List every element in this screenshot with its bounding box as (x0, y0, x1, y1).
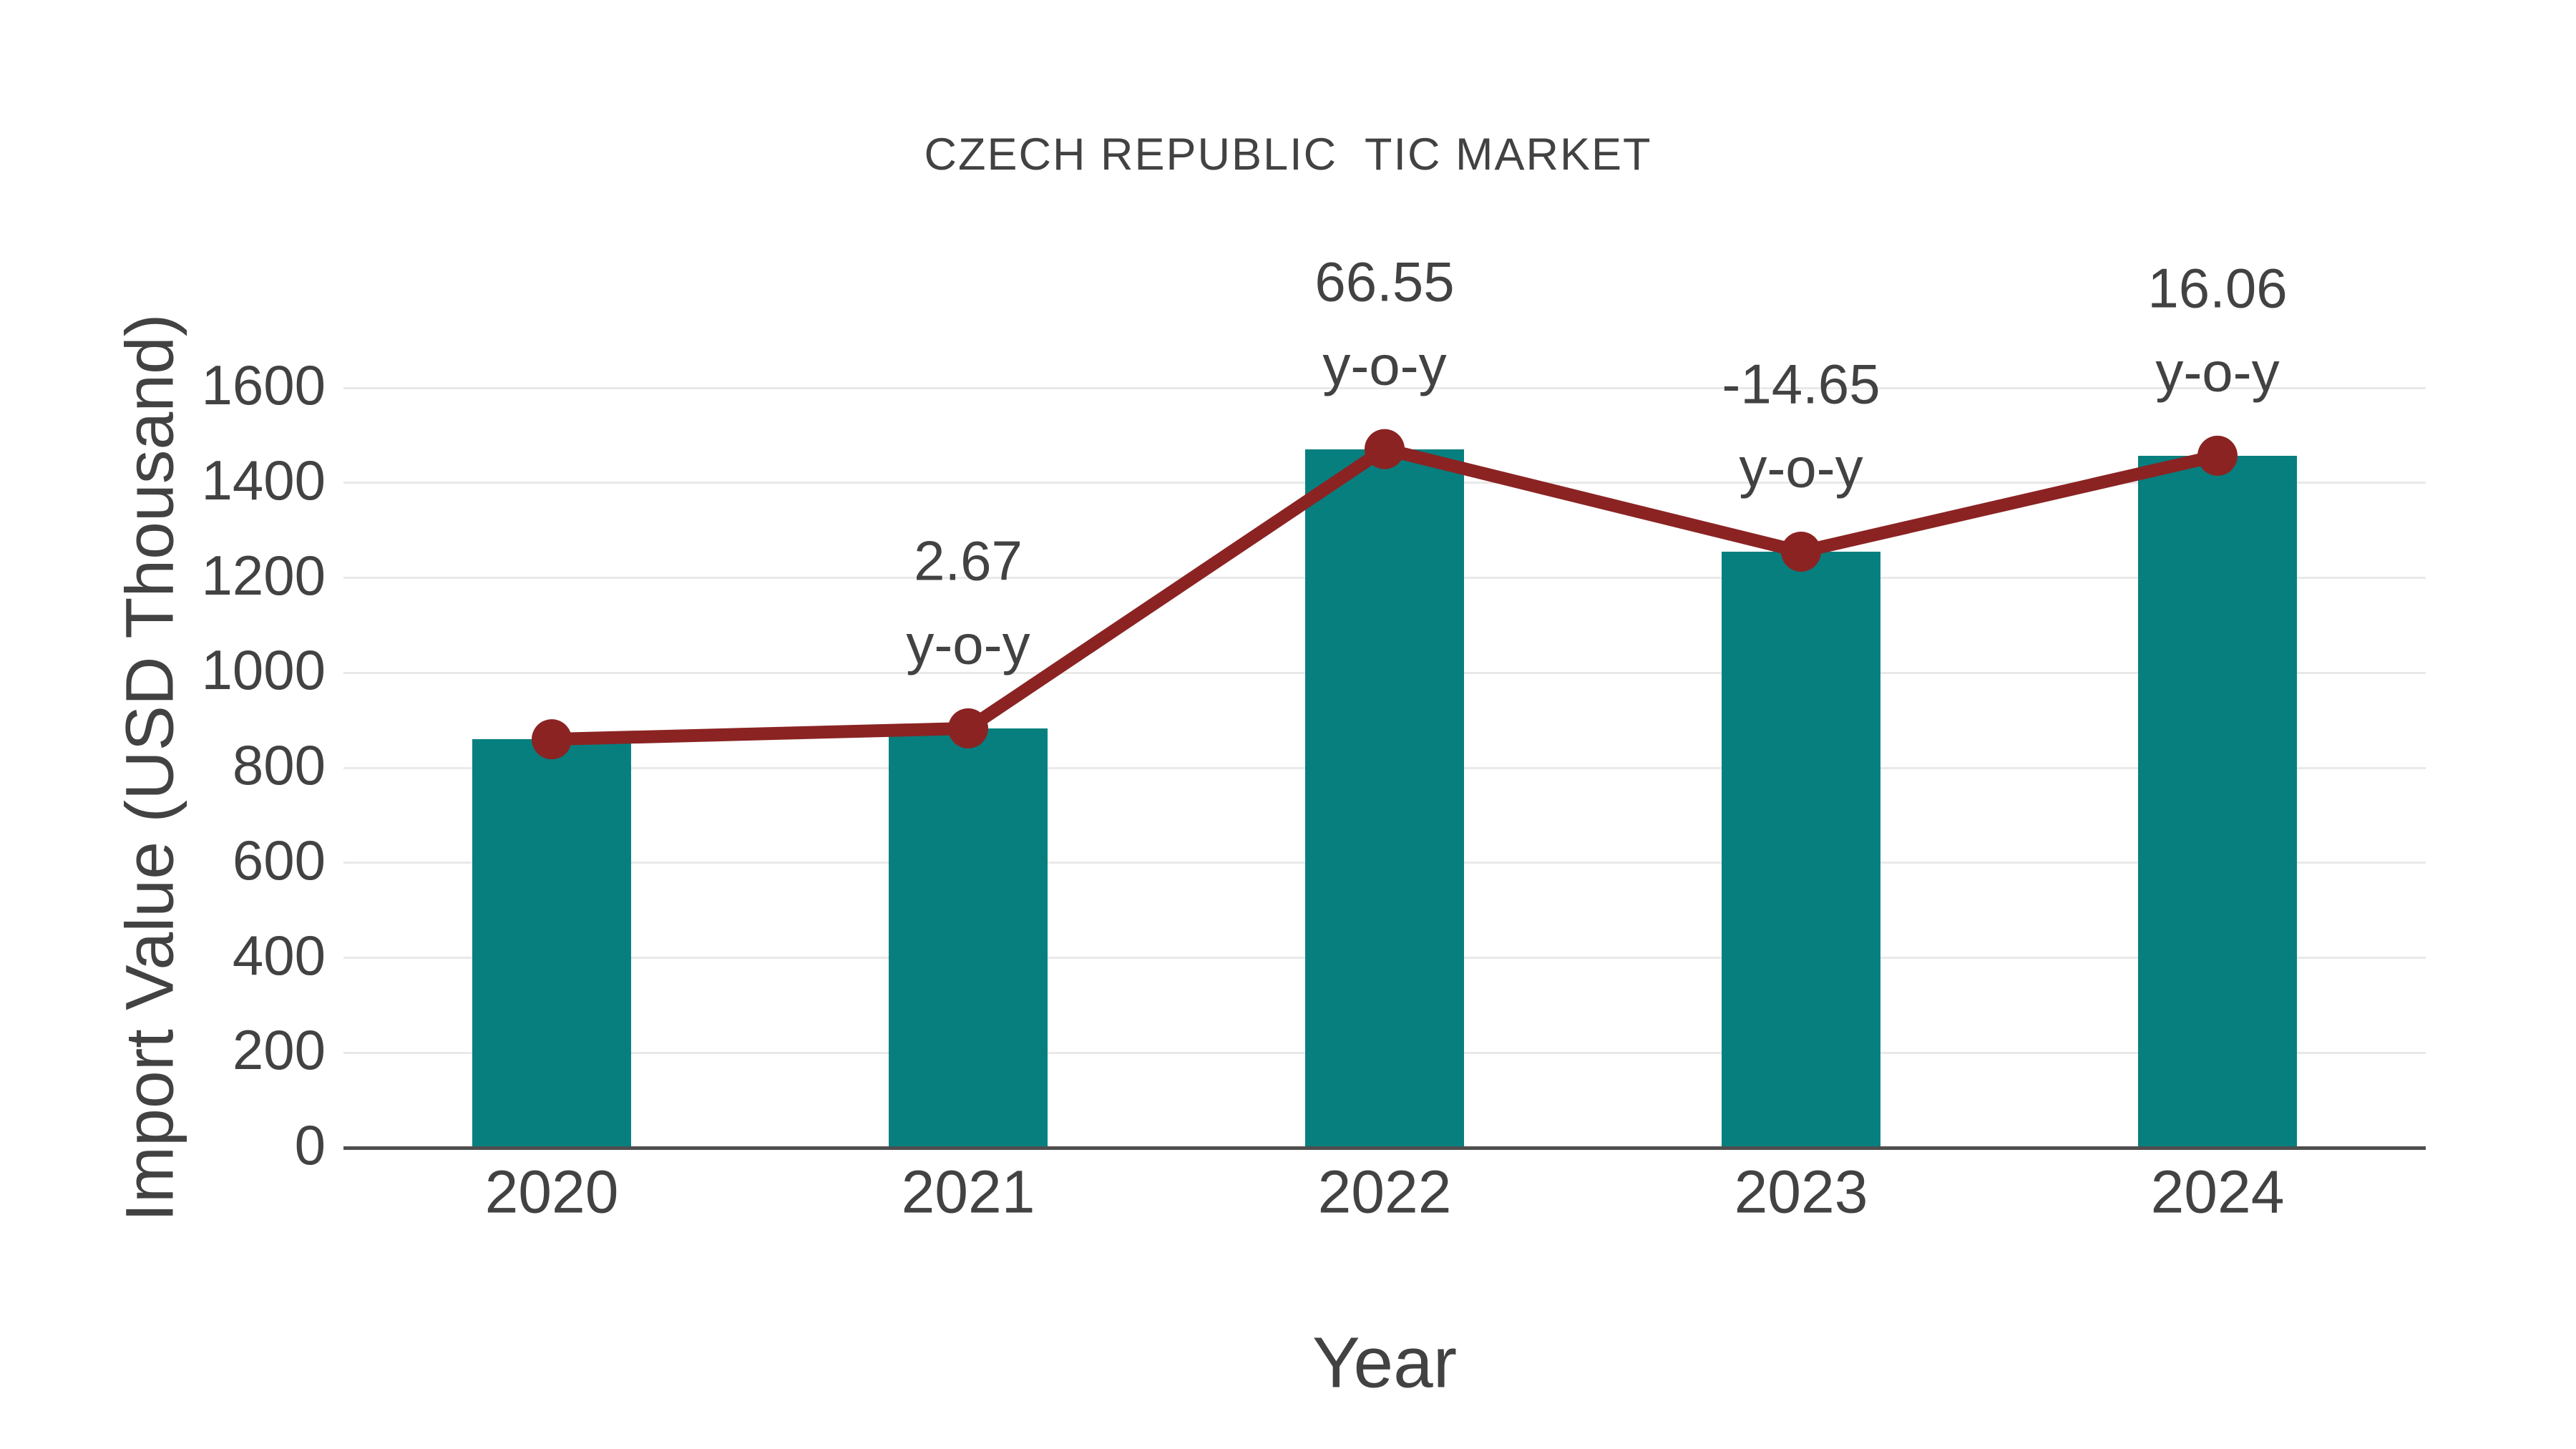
y-tick-label-800: 800 (232, 733, 326, 796)
chart-title: CZECH REPUBLIC TIC MARKET (924, 130, 1652, 180)
bar-2022 (1305, 449, 1464, 1148)
y-tick-label-1400: 1400 (201, 448, 326, 512)
y-tick-label-400: 400 (232, 923, 326, 987)
y-tick-label-1600: 1600 (201, 353, 326, 416)
bar-2020 (472, 739, 631, 1148)
y-tick-label-1000: 1000 (201, 638, 326, 702)
y-tick-label-1200: 1200 (201, 543, 326, 607)
x-tick-label-2023: 2023 (1734, 1158, 1868, 1226)
x-tick-label-2024: 2024 (2150, 1158, 2285, 1226)
yoy-annotation-suffix-2022: y-o-y (1322, 333, 1447, 397)
yoy-annotation-value-2022: 66.55 (1314, 250, 1455, 313)
y-axis-title: Import Value (USD Thousand) (112, 313, 188, 1222)
x-tick-label-2022: 2022 (1317, 1158, 1452, 1226)
yoy-annotation-value-2021: 2.67 (914, 529, 1023, 592)
gridline-1600 (343, 386, 2426, 389)
x-axis-title: Year (1312, 1322, 1458, 1403)
y-tick-label-200: 200 (232, 1018, 326, 1082)
y-tick-label-0: 0 (294, 1113, 326, 1176)
y-tick-label-600: 600 (232, 828, 326, 892)
yoy-annotation-suffix-2021: y-o-y (906, 613, 1030, 676)
bar-2023 (1722, 551, 1880, 1148)
yoy-annotation-value-2024: 16.06 (2147, 256, 2288, 320)
x-tick-label-2020: 2020 (484, 1158, 619, 1226)
yoy-annotation-value-2023: -14.65 (1722, 352, 1880, 416)
yoy-annotation-suffix-2024: y-o-y (2155, 340, 2280, 404)
x-axis-line (343, 1146, 2426, 1150)
bar-2024 (2138, 455, 2297, 1148)
x-tick-label-2021: 2021 (901, 1158, 1035, 1226)
bar-2021 (889, 728, 1048, 1148)
yoy-annotation-suffix-2023: y-o-y (1739, 436, 1863, 499)
